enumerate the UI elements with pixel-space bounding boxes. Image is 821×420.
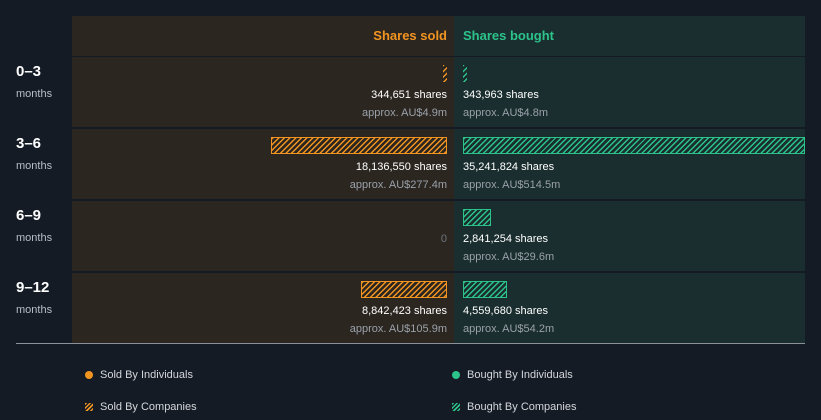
bought-shares-value: 35,241,824 shares [463, 161, 555, 173]
period-label: 0–3 [16, 63, 42, 80]
bought-cell [454, 273, 805, 343]
bought-shares-value: 2,841,254 shares [463, 233, 549, 245]
sold-shares-value: 18,136,550 shares [355, 161, 447, 173]
bought-approx-value: approx. AU$514.5m [463, 179, 561, 191]
bought-cell [454, 57, 805, 127]
period-row-0-3: 0–3 months 344,651 shares approx. AU$4.9… [0, 57, 821, 127]
sold-cell [72, 201, 454, 271]
period-label: 6–9 [16, 207, 42, 224]
chart-baseline [16, 343, 805, 344]
sold-cell [72, 57, 454, 127]
orange-dot-icon [85, 371, 93, 379]
row-separator [72, 199, 805, 201]
bought-shares-value: 343,963 shares [463, 89, 539, 101]
period-row-6-9: 6–9 months 0 2,841,254 shares approx. AU… [0, 201, 821, 271]
bought-bar [463, 65, 467, 82]
green-dot-icon [452, 371, 460, 379]
sold-shares-value: 344,651 shares [371, 89, 447, 101]
bought-cell [454, 201, 805, 271]
sold-bar [443, 65, 447, 82]
sold-bar [271, 137, 447, 154]
sold-zero-value: 0 [440, 233, 447, 245]
legend-label: Bought By Companies [467, 401, 577, 413]
legend-label: Sold By Individuals [100, 369, 193, 381]
sold-approx-value: approx. AU$105.9m [349, 323, 447, 335]
orange-hatch-icon [85, 403, 93, 411]
bought-bar [463, 281, 508, 298]
shares-bought-header: Shares bought [463, 28, 555, 43]
bought-approx-value: approx. AU$4.8m [463, 107, 548, 119]
green-hatch-icon [452, 403, 460, 411]
legend-label: Sold By Companies [100, 401, 197, 413]
bought-approx-value: approx. AU$29.6m [463, 251, 555, 263]
period-unit: months [16, 304, 53, 316]
period-unit: months [16, 232, 53, 244]
bought-approx-value: approx. AU$54.2m [463, 323, 555, 335]
sold-approx-value: approx. AU$277.4m [349, 179, 447, 191]
period-unit: months [16, 160, 53, 172]
row-separator [72, 271, 805, 273]
period-row-3-6: 3–6 months 18,136,550 shares approx. AU$… [0, 129, 821, 199]
sold-header-background [72, 16, 454, 56]
bought-bar [463, 137, 805, 154]
legend-label: Bought By Individuals [467, 369, 573, 381]
period-label: 9–12 [16, 279, 50, 296]
sold-approx-value: approx. AU$4.9m [362, 107, 447, 119]
sold-shares-value: 8,842,423 shares [361, 305, 447, 317]
bought-shares-value: 4,559,680 shares [463, 305, 549, 317]
period-label: 3–6 [16, 135, 42, 152]
bought-header-background [454, 16, 805, 56]
sold-bar [361, 281, 447, 298]
period-unit: months [16, 88, 53, 100]
period-row-9-12: 9–12 months 8,842,423 shares approx. AU$… [0, 273, 821, 343]
row-separator [72, 127, 805, 129]
shares-sold-header: Shares sold [373, 28, 447, 43]
bought-bar [463, 209, 491, 226]
